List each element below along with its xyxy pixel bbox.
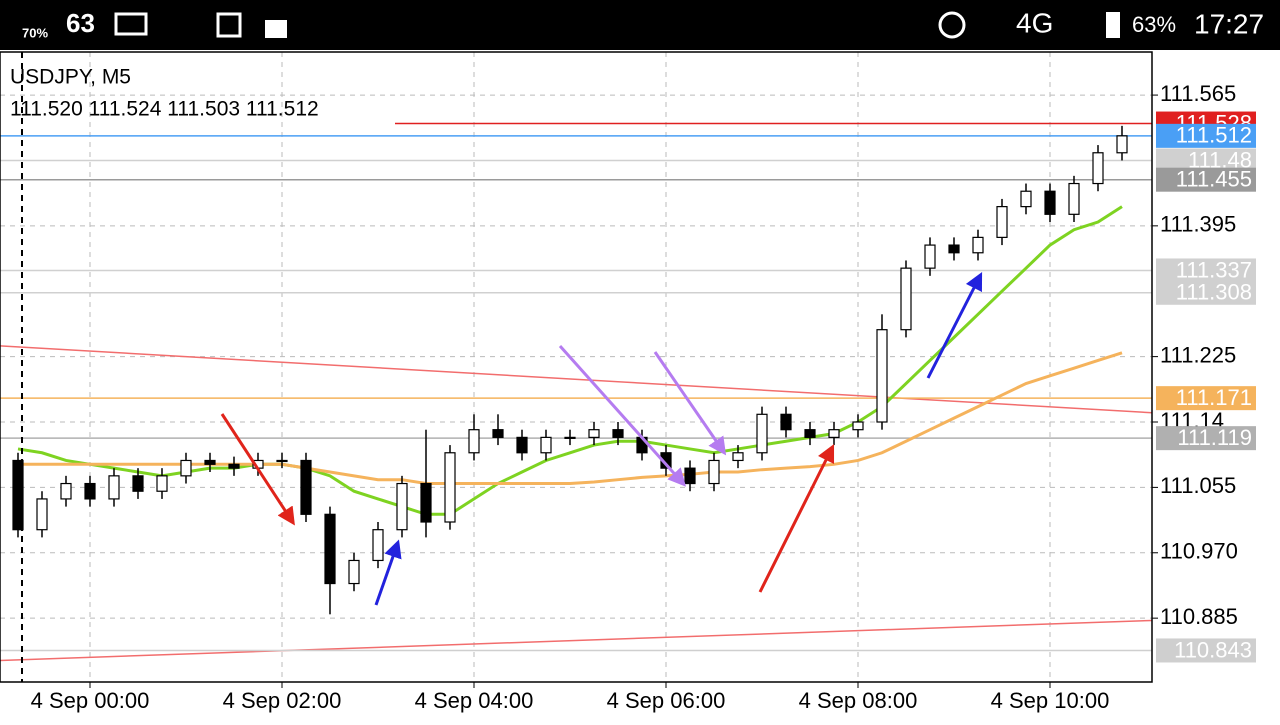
candle-body — [540, 436, 552, 454]
chart-title: USDJPY, M5 — [10, 66, 131, 89]
candle-body — [732, 452, 744, 462]
clock: 17:27 — [1194, 8, 1264, 39]
ohlc: 111.520 111.524 111.503 111.512 — [10, 98, 319, 121]
price-tag-label: 110.843 — [1174, 637, 1252, 662]
price-tag — [1156, 167, 1256, 192]
battery-icon — [1106, 12, 1120, 38]
candle-body — [900, 267, 912, 331]
x-tick-label: 4 Sep 06:00 — [607, 688, 726, 713]
candle-body — [420, 482, 432, 523]
candle-body — [948, 244, 960, 254]
candle-body — [228, 463, 240, 469]
candle-body — [492, 429, 504, 438]
price-tag — [1156, 386, 1256, 411]
price-tag — [1156, 123, 1256, 148]
candle-body — [108, 475, 120, 500]
lock-icon — [265, 20, 287, 38]
arrow — [653, 351, 727, 456]
candle-body — [1020, 190, 1032, 208]
trendline — [0, 619, 1153, 662]
candle-body — [1092, 152, 1104, 185]
trendline — [0, 345, 1153, 414]
price-tag-label: 111.308 — [1176, 280, 1252, 305]
candle-body — [756, 413, 768, 454]
candle-body — [276, 459, 288, 463]
arrow — [926, 271, 983, 379]
candle-body — [372, 529, 384, 562]
candle-body — [876, 329, 888, 423]
candle-body — [132, 475, 144, 492]
y-tick-label: 111.565 — [1160, 81, 1236, 106]
price-tag — [1156, 258, 1256, 283]
price-tag-label: 111.512 — [1176, 123, 1252, 148]
candle-body — [36, 498, 48, 531]
candle-body — [1068, 182, 1080, 215]
candle-body — [564, 436, 576, 439]
candle-body — [396, 482, 408, 531]
price-tag-label: 111.119 — [1177, 425, 1252, 450]
y-tick-label: 111.395 — [1160, 212, 1236, 237]
arrow — [220, 413, 295, 526]
battery: 63% — [1132, 12, 1176, 37]
x-tick-label: 4 Sep 08:00 — [799, 688, 918, 713]
candle-body — [996, 206, 1008, 238]
candle-body — [852, 421, 864, 431]
y-tick-label: 111.225 — [1160, 342, 1236, 367]
arrow — [374, 539, 402, 606]
candle-body — [324, 513, 336, 585]
price-tag — [1156, 280, 1256, 305]
candle-body — [156, 475, 168, 492]
x-tick-label: 4 Sep 04:00 — [415, 688, 534, 713]
candle-body — [780, 413, 792, 431]
arrows — [220, 271, 983, 606]
candle-body — [84, 482, 96, 500]
battery-small: 70% — [22, 25, 48, 40]
monitor-icon — [114, 12, 148, 36]
dnd-icon — [938, 11, 966, 39]
arrow — [558, 344, 687, 487]
indicator-line — [17, 205, 1123, 516]
price-tag-label: 111.171 — [1176, 385, 1252, 410]
candle-body — [60, 482, 72, 500]
candle-body — [180, 459, 192, 477]
y-tick-label: 110.970 — [1160, 539, 1238, 564]
price-tag — [1156, 638, 1256, 663]
candle-body — [348, 559, 360, 585]
candle-body — [588, 429, 600, 438]
candle-body — [204, 459, 216, 465]
candle-body — [1044, 190, 1056, 215]
indicator-line — [18, 351, 1123, 486]
x-tick-label: 4 Sep 00:00 — [31, 688, 150, 713]
candle-body — [684, 467, 696, 485]
y-tick-label: 111.055 — [1160, 473, 1236, 498]
plot — [0, 52, 1153, 682]
candle-body — [516, 436, 528, 454]
candle-body — [468, 429, 480, 454]
candle-body — [708, 459, 720, 485]
candle-body — [612, 429, 624, 438]
x-tick-label: 4 Sep 10:00 — [991, 688, 1110, 713]
x-tick-label: 4 Sep 02:00 — [223, 688, 342, 713]
status-bar — [0, 0, 1280, 50]
candle-body — [300, 459, 312, 515]
candle-body — [444, 452, 456, 523]
plot-frame — [0, 51, 1153, 683]
price-tag — [1156, 426, 1256, 451]
y-tick-label: 110.885 — [1160, 604, 1238, 629]
arrow — [758, 443, 835, 593]
price-tag-label: 111.337 — [1176, 257, 1252, 282]
network: 4G — [1016, 7, 1053, 38]
notification-count: 63 — [66, 8, 95, 38]
image-icon — [216, 12, 242, 38]
axes: 111.565111.395111.225111.14111.055110.97… — [31, 81, 1256, 713]
candle-body — [972, 236, 984, 254]
candle-body — [828, 429, 840, 438]
candle-body — [1116, 135, 1128, 154]
candle-body — [924, 244, 936, 269]
candle-body — [804, 429, 816, 438]
price-tag-label: 111.455 — [1176, 167, 1252, 192]
